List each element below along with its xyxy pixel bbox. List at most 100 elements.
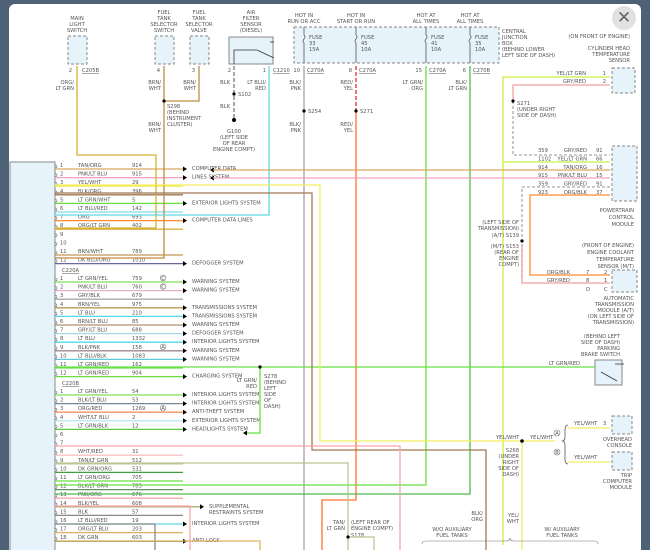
svg-text:BLK: BLK [220,80,230,86]
svg-text:INSTRUMENT: INSTRUMENT [167,116,202,122]
arrow-icon [183,356,187,362]
wire-blk-lt-grn [55,66,471,495]
destination-label: COMPUTER DATA LINES [192,218,253,224]
table-row: 11 BRN/WHT 789 [54,249,183,256]
svg-text:ALL TIMES: ALL TIMES [413,19,440,25]
svg-text:LT GRN/: LT GRN/ [403,80,423,86]
wire-color: BLK [78,509,88,515]
fuse-icon [424,27,428,63]
svg-text:TEMPERATURE: TEMPERATURE [595,257,634,263]
cylinder-head-temp-sensor: (ON FRONT OF ENGINE) CYLINDER HEAD TEMPE… [517,34,636,119]
svg-text:BRN/: BRN/ [148,122,161,128]
arrow-icon [183,200,187,206]
svg-text:91: 91 [596,182,603,188]
svg-text:BLK/: BLK/ [455,80,467,86]
table-row: 2 PNK/LT BLU 760 WARNING SYSTEM C [54,283,240,294]
svg-text:BLK/: BLK/ [471,511,483,517]
svg-text:HOT IN: HOT IN [295,13,313,19]
svg-text:MODULE: MODULE [611,222,634,228]
fuse-icon [302,27,306,63]
pin-number: 8 [60,449,63,455]
svg-text:2: 2 [604,270,607,276]
svg-text:BOX: BOX [502,41,513,47]
svg-text:(DIESEL): (DIESEL) [240,28,262,34]
svg-text:W/ AUXILIARY: W/ AUXILIARY [544,527,580,533]
svg-text:PNK/LT BLU: PNK/LT BLU [558,173,587,179]
pin-number: 3 [60,180,63,186]
svg-text:YEL/LT GRN: YEL/LT GRN [555,71,586,77]
svg-text:1102: 1102 [538,156,551,162]
svg-text:TEMPERATURE: TEMPERATURE [591,52,630,58]
svg-text:BLK: BLK [220,104,230,110]
svg-text:(BEHIND LEFT: (BEHIND LEFT [584,334,621,340]
pin-number: 14 [60,501,67,507]
s153-label: (M/T) S153 [491,244,519,250]
pin-number: 8 [60,223,63,229]
pin-number: 7 [60,441,63,447]
wire-color: GRY/BLK [78,293,101,299]
svg-text:C270A: C270A [429,68,447,74]
svg-text:BRN/: BRN/ [148,80,161,86]
svg-text:FUSE: FUSE [475,35,488,41]
destination-label: INTERIOR LIGHTS SYSTEM [192,339,259,345]
table-row: 3 GRY/BLK 679 [54,293,183,300]
svg-text:JUNCTION: JUNCTION [501,35,528,41]
table-row: 10 LT BLU/BLK 1083 WARNING SYSTEM [54,353,240,362]
svg-text:WHT: WHT [507,519,520,525]
arrow-icon [183,218,187,224]
arrow-icon [183,339,187,345]
svg-text:FUEL TANKS: FUEL TANKS [546,533,578,539]
svg-text:HOT AT: HOT AT [460,13,480,19]
svg-text:SIDE OF DASH): SIDE OF DASH) [581,340,620,346]
table-row: 8 WHT/RED 31 [54,449,183,456]
wire-color: LT GRN/YEL [78,389,108,395]
pin-number: 2 [60,285,63,291]
svg-text:COMPT): COMPT) [498,262,519,268]
table-row: 6 [54,432,63,438]
circuit-number: 203 [132,527,142,533]
table-row: 10 [54,240,67,246]
s278-label: S278 (BEHIND LEFT SIDE OF DASH) LT GRN/ … [237,374,286,410]
table-row: 7 ORG 693 COMPUTER DATA LINES [54,215,253,224]
wire-color: TAN/LT GRN [77,458,109,464]
svg-text:(LEFT SIDE: (LEFT SIDE [220,135,248,141]
table-row: 2 BLK/LT BLU 53 INTERIOR LIGHTS SYSTEM [54,398,259,407]
wire-yel-wht [55,184,555,442]
svg-text:2: 2 [69,68,72,74]
wire-color: YEL/WHT [77,180,102,186]
pin-number: 16 [60,518,67,524]
svg-text:WHT: WHT [184,86,197,92]
destination-label: INTERIOR LIGHTS SYSTEM [192,401,259,407]
close-button[interactable]: ✕ [612,6,636,30]
engine-coolant-temp-sensor: (FRONT OF ENGINE) ENGINE COOLANT TEMPERA… [547,243,638,293]
svg-text:LT GRN: LT GRN [56,86,75,92]
parking-brake-switch: (BEHIND LEFT SIDE OF DASH) PARKING BRAKE… [549,334,624,386]
svg-text:ENGINE COMPT): ENGINE COMPT) [351,526,393,532]
arrow-icon [183,261,187,267]
wire-color: PNK/LT BLU [78,285,107,291]
pcm-pin-row: 914 TAN/ORG 16 [538,165,603,171]
pin-number: 6 [60,432,63,438]
pin-number: 1 [60,389,63,395]
svg-text:FILTER: FILTER [243,16,260,22]
svg-text:AUTOMATIC: AUTOMATIC [603,296,634,302]
svg-text:RED/: RED/ [340,122,353,128]
splice-s298 [162,99,166,103]
svg-text:S271: S271 [517,101,530,107]
circuit-number: 676 [132,492,142,498]
wire-color: DK BLU/ORG [78,258,111,264]
svg-text:15A: 15A [309,47,320,53]
svg-text:2: 2 [603,79,606,85]
wire-lt-grn-org [55,66,427,486]
circuit-number: 2 [132,415,135,421]
wire-blk-org [55,192,487,550]
svg-text:LEFT: LEFT [264,386,277,392]
s268-label: YEL/WHT YEL/WHT S268 (UNDER RIGHT SIDE O… [495,435,554,525]
arrow-icon [183,288,187,294]
wire-color: BRN/LT BLU [78,319,108,325]
pcm-pin-row: 359 GRY/RED 91 [538,182,603,188]
circuit-number: 705 [132,475,142,481]
arrow-icon [183,374,187,380]
